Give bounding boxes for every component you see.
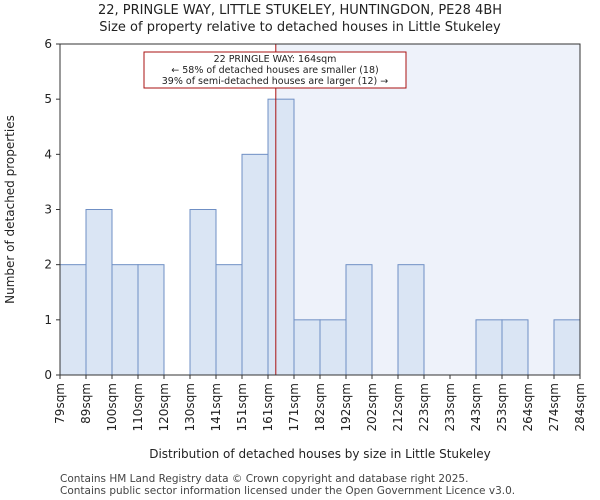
x-tick-label: 264sqm xyxy=(521,383,535,431)
x-tick-label: 89sqm xyxy=(79,383,93,424)
x-tick-label: 212sqm xyxy=(391,383,405,431)
x-tick-label: 110sqm xyxy=(131,383,145,431)
x-tick-label: 171sqm xyxy=(287,383,301,431)
chart-subtitle: Size of property relative to detached ho… xyxy=(99,20,501,35)
bar-110sqm xyxy=(137,264,165,376)
x-tick-label: 120sqm xyxy=(157,383,171,431)
annotation-larger: 39% of semi-detached houses are larger (… xyxy=(162,76,389,87)
bar-243sqm xyxy=(475,319,503,376)
x-tick-label: 274sqm xyxy=(547,383,561,431)
x-tick-label: 233sqm xyxy=(443,383,457,431)
x-tick-label: 141sqm xyxy=(209,383,223,431)
x-axis-label: Distribution of detached houses by size … xyxy=(149,447,491,461)
bar-212sqm xyxy=(397,264,425,376)
x-tick-label: 161sqm xyxy=(261,383,275,431)
x-tick-label: 100sqm xyxy=(105,383,119,431)
x-tick-label: 130sqm xyxy=(183,383,197,431)
annotation-title: 22 PRINGLE WAY: 164sqm xyxy=(214,54,337,65)
x-tick-label: 243sqm xyxy=(469,383,483,431)
y-tick-label: 5 xyxy=(44,92,52,106)
bar-89sqm xyxy=(85,209,113,376)
y-tick-label: 3 xyxy=(44,203,52,217)
y-tick-label: 6 xyxy=(44,37,52,51)
bar-141sqm xyxy=(215,264,243,376)
x-tick-label: 79sqm xyxy=(53,383,67,424)
footer-copyright: Contains HM Land Registry data © Crown c… xyxy=(60,473,469,485)
y-tick-label: 0 xyxy=(44,368,52,382)
bar-161sqm xyxy=(267,98,295,376)
y-tick-label: 2 xyxy=(44,258,52,272)
x-tick-label: 182sqm xyxy=(313,383,327,431)
chart-title: 22, PRINGLE WAY, LITTLE STUKELEY, HUNTIN… xyxy=(97,3,503,18)
annotation-box xyxy=(143,51,407,89)
footer-licence: Contains public sector information licen… xyxy=(60,485,516,497)
bar-171sqm xyxy=(293,319,321,376)
bar-79sqm xyxy=(59,264,87,376)
bar-192sqm xyxy=(345,264,373,376)
x-tick-label: 151sqm xyxy=(235,383,249,431)
x-tick-label: 284sqm xyxy=(573,383,587,431)
y-tick-label: 1 xyxy=(44,313,52,327)
x-tick-label: 202sqm xyxy=(365,383,379,431)
x-tick-label: 253sqm xyxy=(495,383,509,431)
bar-182sqm xyxy=(319,319,347,376)
annotation-smaller: ← 58% of detached houses are smaller (18… xyxy=(171,65,378,76)
y-axis-label: Number of detached properties xyxy=(3,115,17,304)
x-tick-label: 223sqm xyxy=(417,383,431,431)
bar-274sqm xyxy=(553,319,581,376)
x-tick-label: 192sqm xyxy=(339,383,353,431)
bar-100sqm xyxy=(111,264,139,376)
y-tick-label: 4 xyxy=(44,147,52,161)
bar-130sqm xyxy=(189,209,217,376)
bar-253sqm xyxy=(501,319,529,376)
bar-151sqm xyxy=(241,153,269,376)
